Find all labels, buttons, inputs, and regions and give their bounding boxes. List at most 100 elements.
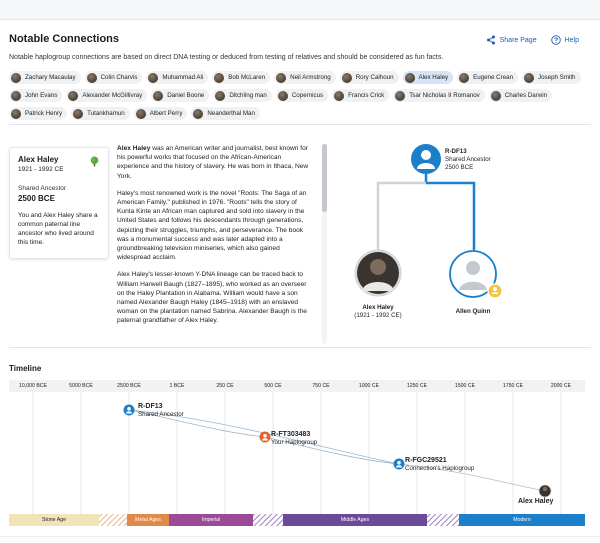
era-label: Metal Ages: [135, 517, 161, 523]
timeline-tick-label: 250 CE: [216, 383, 234, 389]
connection-chip-colin-charvis[interactable]: Colin Charvis: [84, 71, 143, 84]
connection-chip-label: Tsar Nicholas II Romanov: [409, 92, 480, 99]
avatar: [404, 72, 415, 83]
connection-chip-rory-calhoun[interactable]: Rory Calhoun: [339, 71, 399, 84]
connection-chip-albert-perry[interactable]: Albert Perry: [133, 107, 188, 120]
share-icon: [486, 35, 495, 45]
era-segment: [427, 514, 459, 526]
connection-chip-joseph-smith[interactable]: Joseph Smith: [522, 71, 581, 84]
share-page-button[interactable]: Share Page: [486, 35, 537, 45]
connection-chip-eugene-crean[interactable]: Eugene Crean: [457, 71, 519, 84]
avatar: [214, 72, 225, 83]
era-segment: [283, 514, 427, 526]
alex-haley-node-label: Alex Haley (1921 - 1992 CE): [340, 304, 416, 320]
era-segment: [127, 514, 169, 526]
connection-chip-label: Copernicus: [291, 92, 324, 99]
connection-chip-charles-darwin[interactable]: Charles Darwin: [488, 89, 553, 102]
connection-chip-label: Joseph Smith: [538, 74, 576, 81]
share-page-label: Share Page: [499, 36, 537, 44]
page-subtitle: Notable haplogroup connections are based…: [9, 54, 444, 61]
connection-chip-tsar-nicholas-ii-romanov[interactable]: Tsar Nicholas II Romanov: [393, 89, 485, 102]
biography-text: Alex Haley was an American writer and jo…: [117, 144, 313, 344]
top-bar: [0, 0, 600, 20]
event-label-r-fgc29521: R-FGC29521 Connection's Haplogroup: [405, 457, 474, 472]
era-segment: [253, 514, 283, 526]
ancestor-node[interactable]: [411, 144, 441, 174]
connection-chip-copernicus[interactable]: Copernicus: [275, 89, 329, 102]
section-divider: [9, 124, 591, 125]
bio-scroll-thumb[interactable]: [322, 144, 327, 212]
card-name: Alex Haley: [18, 155, 59, 164]
avatar: [135, 108, 146, 119]
avatar: [68, 90, 79, 101]
ancestor-label: Shared Ancestor: [445, 156, 491, 163]
avatar: [11, 108, 21, 119]
page-header: Notable Connections Share Page Help: [9, 33, 591, 53]
alex-haley-node[interactable]: [354, 249, 402, 297]
timeline-tick-label: 1000 CE: [358, 383, 380, 389]
timeline-tick-label: 5000 BCE: [69, 383, 93, 389]
connection-chip-alex-haley[interactable]: Alex Haley: [402, 71, 454, 84]
connection-chip-label: Colin Charvis: [100, 74, 138, 81]
connection-chip-alexander-mcgillivray[interactable]: Alexander McGillivray: [66, 89, 148, 102]
event-caption: Your Haplogroup: [271, 438, 318, 446]
ancestor-node-label: R-DF13 Shared Ancestor 2500 BCE: [445, 148, 491, 172]
help-icon: [550, 35, 561, 45]
era-segment: [169, 514, 253, 526]
event-haplogroup: R-DF13: [138, 403, 163, 410]
era-label: Imperial: [201, 517, 221, 523]
connection-chip-label: Daniel Boone: [167, 92, 205, 99]
timeline-tick-label: 2000 CE: [550, 383, 572, 389]
bio-name: Alex Haley: [117, 145, 151, 152]
bio-scrollbar[interactable]: [322, 144, 327, 344]
timeline-tick-label: 500 CE: [264, 383, 282, 389]
tree-link-left: [376, 181, 426, 250]
connection-chip-neil-armstrong[interactable]: Neil Armstrong: [274, 71, 336, 84]
timeline-tick-label: 1500 CE: [454, 383, 476, 389]
connection-chip-bob-mclaren[interactable]: Bob McLaren: [212, 71, 271, 84]
help-button[interactable]: Help: [550, 35, 579, 45]
bio-intro: was an American writer and journalist, b…: [117, 145, 309, 180]
event-marker-r-ft303483-body: [262, 438, 268, 441]
avatar: [193, 108, 204, 119]
event-label-r-ft303483: R-FT303483 Your Haplogroup: [271, 431, 317, 446]
avatar: [11, 90, 21, 101]
section-divider: [9, 347, 591, 348]
connection-chip-label: Zachary Macaulay: [25, 74, 76, 81]
timeline-scale-band: [9, 380, 585, 392]
connection-chip-muhammad-ali[interactable]: Muhammad Ali: [146, 71, 209, 84]
connection-chip-label: Francis Crick: [348, 92, 385, 99]
connection-chip-john-evans[interactable]: John Evans: [9, 89, 63, 102]
event-label-alex-haley: Alex Haley: [518, 498, 553, 506]
page-title: Notable Connections: [9, 33, 120, 45]
connection-chip-francis-crick[interactable]: Francis Crick: [332, 89, 390, 102]
connection-chip-label: Ditchling man: [229, 92, 267, 99]
era-segment: [99, 514, 127, 526]
left-node-dates: (1921 - 1992 CE): [354, 312, 402, 319]
connection-chip-list: Zachary Macaulay Colin Charvis Muhammad Al…: [9, 71, 584, 120]
event-haplogroup: Alex Haley: [518, 498, 554, 505]
avatar: [153, 90, 164, 101]
connection-chip-zachary-macaulay[interactable]: Zachary Macaulay: [9, 71, 81, 84]
connection-chip-tutankhamun[interactable]: Tutankhamun: [71, 107, 130, 120]
avatar: [73, 108, 84, 119]
timeline-title: Timeline: [9, 364, 42, 373]
connection-chip-patrick-henry[interactable]: Patrick Henry: [9, 107, 68, 120]
timeline-link: [398, 463, 546, 492]
connection-chip-label: Neanderthal Man: [207, 110, 255, 117]
allen-quinn-node[interactable]: [449, 250, 503, 299]
connection-chip-ditchling-man[interactable]: Ditchling man: [213, 89, 272, 102]
event-haplogroup: R-FGC29521: [405, 457, 447, 464]
timeline-graphic: [9, 380, 585, 526]
ancestor-date: 2500 BCE: [445, 164, 474, 171]
timeline-tick-label: 10,000 BCE: [19, 383, 47, 389]
event-label-r-df13: R-DF13 Shared Ancestor: [138, 403, 184, 418]
page-footer: [0, 536, 600, 543]
connection-chip-label: Alexander McGillivray: [82, 92, 143, 99]
timeline-link: [128, 409, 266, 438]
connection-chip-neanderthal-man[interactable]: Neanderthal Man: [191, 107, 260, 120]
card-shared-value: 2500 BCE: [18, 194, 55, 203]
connection-chip-label: Rory Calhoun: [355, 74, 394, 81]
avatar: [86, 72, 97, 83]
connection-chip-daniel-boone[interactable]: Daniel Boone: [151, 89, 210, 102]
